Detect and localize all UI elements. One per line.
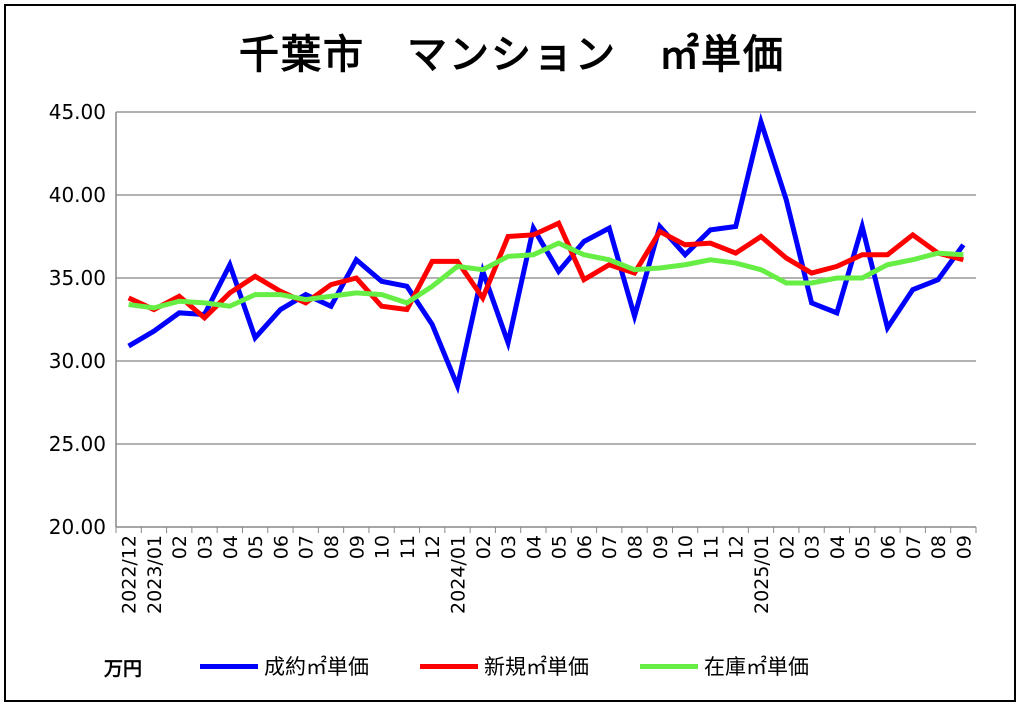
y-tick-label: 20.00 [49,515,106,539]
series-line-2 [128,240,964,311]
x-tick-label: 2022/12 [119,535,141,614]
x-tick-label: 03 [195,535,217,559]
x-tick-label: 02 [169,535,191,559]
x-tick-label: 07 [296,535,318,559]
x-tick-label: 08 [928,535,950,559]
x-tick-label: 09 [650,535,672,559]
x-tick-label: 03 [802,535,824,559]
legend-label: 在庫㎡単価 [704,655,809,679]
y-unit-label: 万円 [104,658,143,680]
x-tick-label: 06 [270,535,292,559]
chart-frame [4,4,1016,702]
x-tick-label: 05 [245,535,267,559]
x-tick-label: 04 [220,535,242,559]
x-tick-label: 09 [953,535,975,559]
x-tick-label: 05 [549,535,571,559]
y-tick-label: 45.00 [49,100,106,124]
series-line-1 [127,219,964,322]
x-tick-label: 2023/01 [144,535,166,614]
y-tick-label: 30.00 [49,349,106,373]
x-tick-label: 04 [827,535,849,559]
x-tick-label: 2024/01 [447,535,469,614]
x-tick-label: 06 [877,535,899,559]
x-tick-label: 11 [397,535,419,559]
x-tick-label: 12 [422,535,444,559]
x-tick-label: 12 [726,535,748,559]
x-tick-label: 04 [523,535,545,559]
x-tick-label: 08 [321,535,343,559]
x-tick-label: 11 [700,535,722,559]
legend-swatch [420,663,478,669]
x-tick-label: 09 [346,535,368,559]
x-tick-label: 06 [574,535,596,559]
x-tick-label: 05 [852,535,874,559]
legend-label: 成約㎡単価 [264,655,369,679]
x-tick-label: 2025/01 [751,535,773,614]
chart-title: 千葉市 マンション ㎡単価 [239,32,785,78]
y-tick-label: 40.00 [49,183,106,207]
x-tick-label: 07 [903,535,925,559]
legend-swatch [200,663,258,669]
legend-label: 新規㎡単価 [484,655,589,679]
legend-swatch [640,663,698,669]
legend-item-stock: 在庫㎡単価 [640,652,809,680]
x-tick-label: 02 [776,535,798,559]
y-tick-label: 35.00 [49,266,106,290]
series-line-0 [127,112,966,395]
x-tick-label: 02 [473,535,495,559]
x-tick-label: 08 [625,535,647,559]
legend-item-contract: 成約㎡単価 [200,652,369,680]
x-tick-label: 07 [599,535,621,559]
y-tick-label: 25.00 [49,432,106,456]
x-tick-label: 10 [372,535,394,559]
x-tick-label: 10 [675,535,697,559]
x-tick-label: 03 [498,535,520,559]
legend-item-new: 新規㎡単価 [420,652,589,680]
